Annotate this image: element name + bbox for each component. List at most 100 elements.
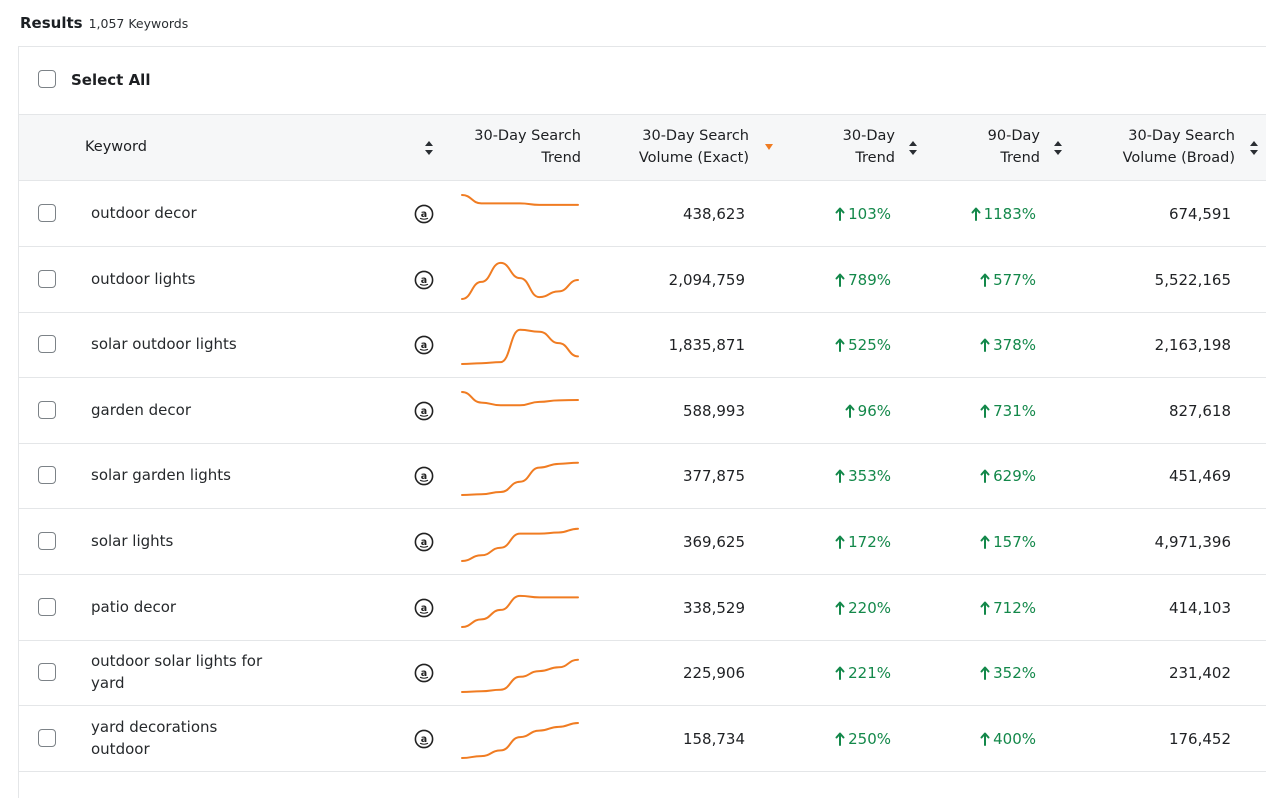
keyword-text[interactable]: garden decor	[91, 400, 191, 419]
row-checkbox[interactable]	[38, 728, 56, 747]
keyword-text[interactable]: solar lights	[91, 532, 174, 550]
keyword-text[interactable]: solar outdoor lights	[91, 335, 237, 354]
up-arrow-icon	[835, 273, 845, 287]
amazon-icon[interactable]: a	[414, 204, 434, 224]
sparkline-path	[461, 261, 579, 300]
svg-text:a: a	[421, 209, 427, 220]
sort-trend-90-icon[interactable]	[1054, 141, 1062, 155]
amazon-icon[interactable]: a	[414, 663, 434, 683]
row-checkbox[interactable]	[38, 335, 56, 354]
up-arrow-icon	[835, 535, 845, 549]
row-checkbox[interactable]	[38, 269, 56, 288]
row-checkbox[interactable]	[38, 204, 56, 222]
svg-text:a: a	[421, 668, 427, 679]
table-row[interactable]: solar lights a 369,625 172% 157% 4,971,396	[19, 509, 1266, 575]
table-row[interactable]: outdoor decor a 438,623 103% 1183% 674,591	[19, 181, 1266, 247]
trend-90-text: 577%	[993, 270, 1036, 289]
keyword-text[interactable]: yard decorations outdoor	[91, 717, 218, 758]
row-checkbox[interactable]	[38, 597, 56, 616]
trend-30-value: 353%	[769, 465, 891, 487]
column-header-search-trend-line1: 30-Day Search	[474, 128, 581, 144]
amazon-icon[interactable]: a	[414, 729, 434, 749]
results-title: Results	[20, 14, 83, 32]
search-trend-sparkline	[461, 390, 579, 407]
up-arrow-icon	[980, 273, 990, 287]
up-arrow-icon	[980, 338, 990, 353]
sparkline-path	[461, 658, 579, 694]
table-row[interactable]: patio decor a 338,529 220% 712% 414,103	[19, 575, 1266, 641]
amazon-icon[interactable]: a	[414, 532, 434, 552]
trend-30-text: 250%	[848, 729, 891, 748]
volume-broad-value: 451,469	[1168, 467, 1231, 486]
amazon-icon[interactable]: a	[414, 335, 434, 355]
volume-broad-value: 827,618	[1168, 401, 1231, 420]
up-arrow-icon	[980, 535, 990, 549]
table-row[interactable]: garden decor a 588,993 96% 731% 827,618	[19, 378, 1266, 444]
volume-broad-value: 2,163,198	[1154, 336, 1231, 355]
search-trend-sparkline	[461, 527, 579, 562]
trend-90-value: 731%	[924, 400, 1036, 422]
svg-text:a: a	[421, 340, 427, 351]
amazon-icon[interactable]: a	[414, 598, 434, 618]
amazon-icon[interactable]: a	[414, 270, 434, 290]
table-row[interactable]: yard decorations outdoor a 158,734 250% 400%…	[19, 706, 1266, 772]
row-checkbox[interactable]	[38, 663, 56, 682]
table-row[interactable]: outdoor lights a 2,094,759 789% 577% 5,522,16…	[19, 247, 1266, 313]
table-row[interactable]: outdoor solar lights for yard a 225,906 221…	[19, 640, 1266, 707]
up-arrow-icon	[980, 732, 990, 746]
trend-90-value: 712%	[924, 597, 1036, 619]
keyword-text[interactable]: outdoor solar lights for yard	[91, 652, 263, 693]
sparkline-path	[461, 462, 579, 497]
svg-text:a: a	[421, 603, 427, 614]
sort-keyword-icon[interactable]	[425, 141, 433, 155]
keyword-text[interactable]: outdoor decor	[91, 204, 197, 222]
search-trend-sparkline	[461, 261, 579, 300]
search-trend-sparkline	[461, 462, 579, 497]
trend-90-text: 712%	[993, 598, 1036, 617]
up-arrow-icon	[980, 469, 990, 484]
trend-30-value: 220%	[769, 597, 891, 619]
trend-90-value: 577%	[924, 269, 1036, 291]
trend-30-value: 525%	[769, 334, 891, 356]
select-all-checkbox[interactable]	[38, 70, 56, 88]
sort-trend-30-icon[interactable]	[909, 141, 917, 155]
column-header-trend-30-line1: 30-Day	[842, 128, 895, 144]
row-checkbox[interactable]	[38, 400, 56, 419]
trend-30-value: 172%	[769, 531, 891, 553]
amazon-icon[interactable]: a	[414, 466, 434, 486]
table-row[interactable]: solar garden lights a 377,875 353% 629% 451,4…	[19, 443, 1266, 510]
column-header-trend-90[interactable]: 90-Day Trend	[954, 125, 1040, 169]
trend-30-text: 221%	[848, 664, 891, 683]
trend-90-value: 352%	[924, 662, 1036, 684]
trend-90-text: 1183%	[983, 205, 1036, 223]
keyword-text[interactable]: patio decor	[91, 597, 177, 616]
search-trend-sparkline	[461, 658, 579, 694]
row-checkbox[interactable]	[38, 466, 56, 485]
sparkline-path	[461, 721, 579, 759]
svg-text:a: a	[421, 537, 427, 548]
column-header-keyword[interactable]: Keyword	[85, 139, 147, 155]
table-header: Keyword 30-Day Search Trend 30-Day Searc…	[19, 115, 1266, 181]
row-checkbox[interactable]	[38, 532, 56, 550]
amazon-icon[interactable]: a	[414, 401, 434, 421]
column-header-volume-exact-line2: Volume (Exact)	[638, 150, 749, 166]
up-arrow-icon	[835, 338, 845, 353]
volume-exact-value: 1,835,871	[668, 336, 745, 355]
column-header-volume-exact[interactable]: 30-Day Search Volume (Exact)	[609, 125, 749, 169]
select-all-label: Select All	[71, 71, 151, 89]
up-arrow-icon	[971, 207, 981, 221]
sort-descending-icon[interactable]	[765, 144, 773, 150]
up-arrow-icon	[835, 601, 845, 615]
trend-90-value: 1183%	[924, 203, 1036, 225]
column-header-search-trend: 30-Day Search Trend	[451, 125, 581, 169]
keyword-text[interactable]: solar garden lights	[91, 466, 231, 485]
column-header-trend-30[interactable]: 30-Day Trend	[809, 125, 895, 169]
trend-30-text: 172%	[848, 533, 891, 551]
sort-volume-broad-icon[interactable]	[1250, 141, 1258, 155]
trend-90-value: 629%	[924, 465, 1036, 487]
column-header-volume-broad[interactable]: 30-Day Search Volume (Broad)	[1089, 125, 1235, 169]
keyword-text[interactable]: outdoor lights	[91, 269, 196, 288]
volume-exact-value: 588,993	[682, 401, 745, 420]
table-row[interactable]: solar outdoor lights a 1,835,871 525% 378% 2,…	[19, 312, 1266, 379]
up-arrow-icon	[835, 469, 845, 484]
